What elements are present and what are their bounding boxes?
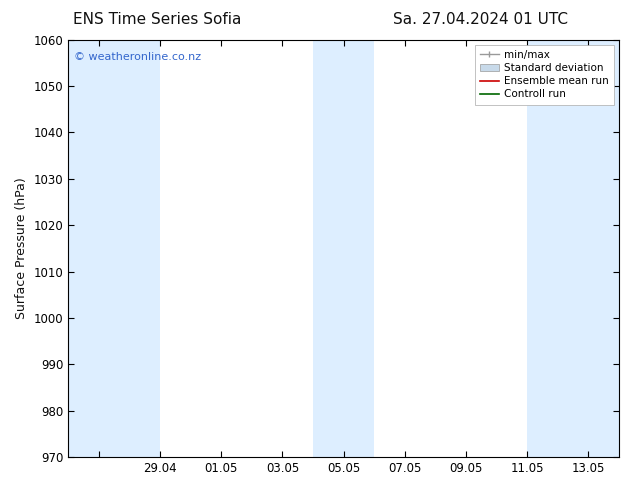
Bar [68,40,160,457]
Bar [313,40,374,457]
Legend: min/max, Standard deviation, Ensemble mean run, Controll run: min/max, Standard deviation, Ensemble me… [475,45,614,104]
Text: Sa. 27.04.2024 01 UTC: Sa. 27.04.2024 01 UTC [393,12,568,27]
Y-axis label: Surface Pressure (hPa): Surface Pressure (hPa) [15,177,28,319]
Bar [527,40,619,457]
Text: ENS Time Series Sofia: ENS Time Series Sofia [72,12,241,27]
Text: © weatheronline.co.nz: © weatheronline.co.nz [74,52,201,62]
